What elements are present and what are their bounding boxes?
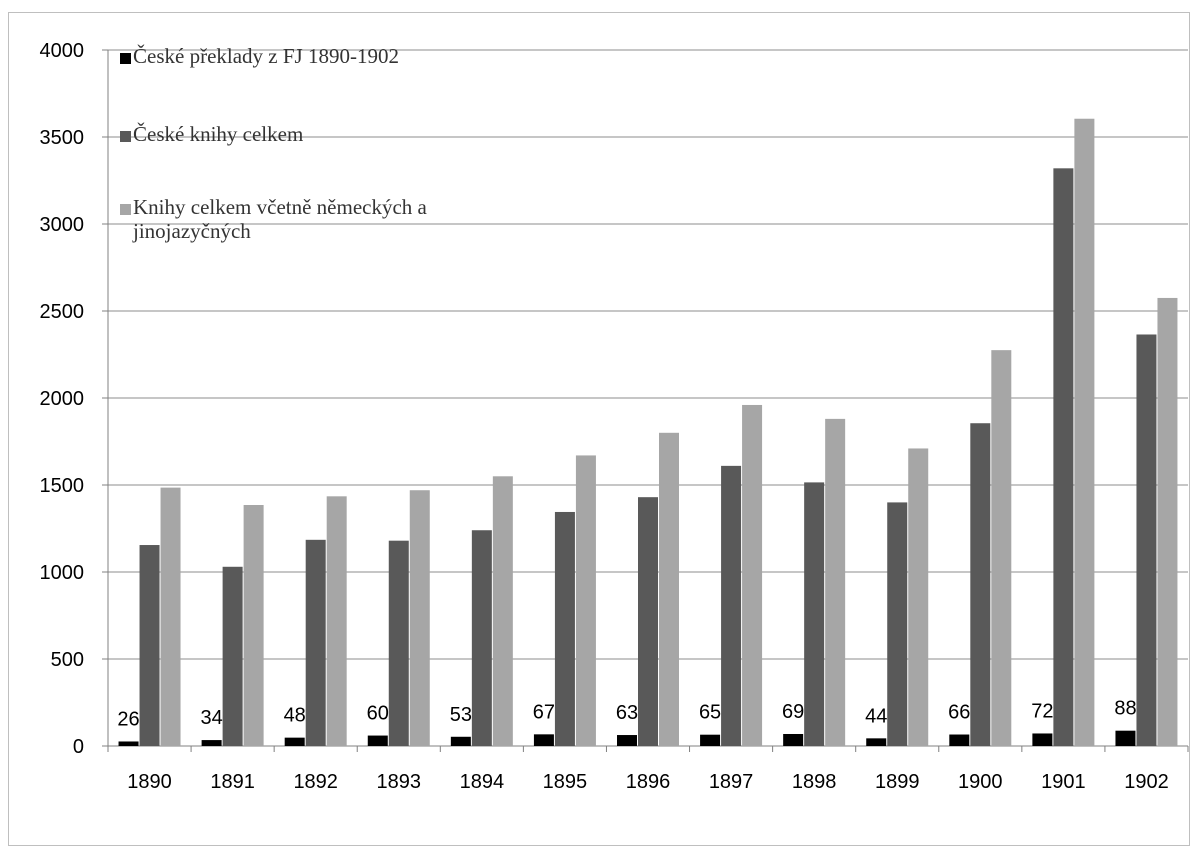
x-tick-label: 1890 [127, 771, 172, 793]
bar-series-3 [575, 455, 596, 746]
bar-series-2 [970, 423, 991, 746]
y-tick-label: 0 [73, 736, 84, 758]
bar-series-2 [305, 539, 326, 746]
bar-series-3 [1074, 118, 1095, 747]
bar-series-3 [1157, 297, 1178, 746]
bar-series-2 [471, 530, 492, 746]
bar-series-1 [866, 738, 887, 746]
y-tick-label: 3000 [40, 214, 85, 236]
bar-series-3 [160, 487, 181, 746]
data-label: 65 [699, 702, 721, 724]
data-label: 66 [948, 702, 970, 724]
x-tick-label: 1894 [460, 771, 505, 793]
x-tick-label: 1895 [543, 771, 588, 793]
y-tick-label: 4000 [40, 40, 85, 62]
bar-series-1 [284, 737, 305, 746]
legend: České překlady z FJ 1890-1902 České knihy… [120, 44, 428, 243]
x-tick-label: 1902 [1124, 771, 1169, 793]
x-tick-label: 1900 [958, 771, 1003, 793]
y-tick-label: 1000 [40, 562, 85, 584]
y-tick-label: 2000 [40, 388, 85, 410]
bar-series-2 [721, 465, 742, 746]
bar-series-2 [1053, 168, 1074, 746]
bar-series-1 [783, 733, 804, 746]
y-tick-label: 1500 [40, 475, 85, 497]
data-label: 44 [865, 705, 887, 727]
bar-series-1 [201, 740, 222, 746]
bar-series-2 [1136, 334, 1157, 746]
x-tick-label: 1891 [210, 771, 255, 793]
x-tick-label: 1892 [293, 771, 338, 793]
x-tick-label: 1896 [626, 771, 671, 793]
bar-series-1 [118, 741, 139, 746]
bar-series-2 [554, 511, 575, 746]
bar-series-3 [991, 350, 1012, 746]
data-label: 60 [367, 703, 389, 725]
bar-series-1 [450, 736, 471, 746]
data-label: 53 [450, 704, 472, 726]
x-tick-label: 1899 [875, 771, 920, 793]
bar-series-1 [533, 734, 554, 746]
data-label: 72 [1031, 700, 1053, 722]
bars [118, 118, 1178, 747]
x-tick-label: 1897 [709, 771, 754, 793]
bar-series-1 [1032, 733, 1053, 746]
bar-series-2 [222, 566, 243, 746]
y-tick-label: 2500 [40, 301, 85, 323]
x-tick-label: 1901 [1041, 771, 1086, 793]
bar-series-2 [887, 502, 908, 746]
legend-label-3: Knihy celkem včetně německých a [133, 195, 428, 219]
legend-label-1: České překlady z FJ 1890-1902 [133, 44, 399, 68]
data-label: 63 [616, 702, 638, 724]
data-label: 69 [782, 701, 804, 723]
x-tick-label: 1893 [377, 771, 422, 793]
bar-series-1 [949, 734, 970, 746]
data-label: 67 [533, 701, 555, 723]
bar-series-1 [617, 735, 637, 746]
legend-label-3: jinojazyčných [132, 219, 251, 243]
bar-series-1 [1115, 730, 1136, 746]
y-tick-label: 3500 [40, 127, 85, 149]
legend-swatch-2 [120, 131, 131, 142]
x-tick-label: 1898 [792, 771, 837, 793]
bar-series-2 [804, 482, 825, 746]
bar-series-3 [742, 404, 763, 746]
data-label: 88 [1114, 698, 1136, 720]
data-label: 34 [200, 707, 222, 729]
bar-series-2 [139, 545, 160, 746]
bar-series-3 [825, 418, 846, 746]
x-tick-labels: 1890 1891 1892 1893 1894 1895 1896 1897 1898 1899… [107, 746, 1189, 793]
bar-series-3 [409, 490, 430, 746]
bar-series-1 [367, 735, 388, 746]
data-label: 48 [284, 705, 306, 727]
bar-series-3 [243, 505, 264, 746]
bar-series-2 [638, 497, 658, 746]
data-labels: 26 34 48 60 53 67 63 65 69 44 66 72 88 [117, 698, 1136, 731]
y-tick-label: 500 [51, 649, 84, 671]
bar-series-3 [492, 476, 513, 746]
legend-label-2: České knihy celkem [133, 122, 303, 146]
bar-series-2 [388, 540, 409, 746]
legend-swatch-1 [120, 53, 131, 64]
legend-swatch-3 [120, 204, 131, 215]
bar-series-3 [659, 432, 679, 746]
bar-series-3 [326, 496, 347, 746]
data-label: 26 [117, 708, 139, 730]
bar-series-1 [700, 734, 721, 746]
bar-series-3 [908, 448, 929, 746]
y-tick-labels: 0 500 1000 1500 2000 2500 3000 3500 4000 [40, 40, 108, 758]
